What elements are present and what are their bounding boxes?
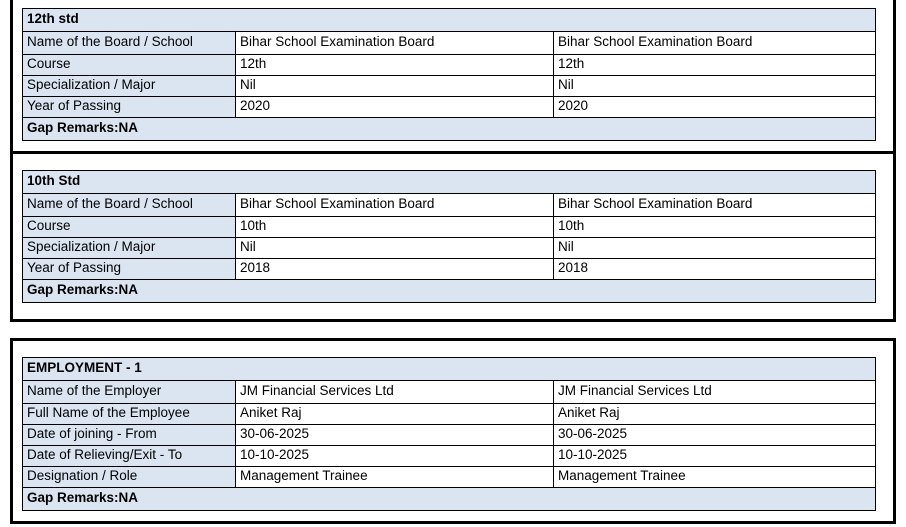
- table-row: Name of the Board / School Bihar School E…: [22, 193, 877, 217]
- gap-remarks: Gap Remarks:NA: [21, 486, 877, 511]
- field-value-1: 2018: [235, 257, 554, 280]
- field-value-2: 12th: [552, 54, 877, 76]
- employment-table: EMPLOYMENT - 1 Name of the Employer JM Fin…: [21, 357, 877, 511]
- section-title: EMPLOYMENT - 1: [21, 357, 877, 381]
- table-row: Course 12th 12th: [22, 54, 877, 76]
- field-label: Name of the Board / School: [22, 193, 236, 217]
- field-value-1: 12th: [235, 54, 554, 76]
- gap-remarks-row: Gap Remarks:NA: [21, 486, 877, 511]
- field-value-1: 10th: [235, 216, 554, 238]
- field-value-2: 2020: [552, 95, 877, 118]
- education-10th-table: 10th Std Name of the Board / School Bihar …: [21, 170, 877, 303]
- table-row: Full Name of the Employee Aniket Raj Anike…: [22, 403, 877, 425]
- field-value-1: Management Trainee: [235, 465, 554, 488]
- field-value-1: Bihar School Examination Board: [235, 31, 554, 55]
- field-value-2: Nil: [552, 74, 877, 97]
- education-12th-table: 12th std Name of the Board / School Bihar …: [21, 8, 877, 141]
- gap-remarks-row: Gap Remarks:NA: [21, 116, 877, 141]
- field-label: Specialization / Major: [22, 236, 236, 259]
- section-12th-std: 12th std Name of the Board / School Bihar …: [10, 0, 896, 154]
- table-row: Year of Passing 2018 2018: [22, 257, 877, 280]
- field-label: Course: [22, 54, 236, 76]
- table-row: Name of the Employer JM Financial Service…: [22, 380, 877, 404]
- field-label: Date of Relieving/Exit - To: [22, 444, 236, 467]
- field-label: Specialization / Major: [22, 74, 236, 97]
- field-value-2: Aniket Raj: [552, 403, 877, 425]
- table-row: Course 10th 10th: [22, 216, 877, 238]
- field-label: Designation / Role: [22, 465, 236, 488]
- field-value-2: Bihar School Examination Board: [552, 193, 877, 217]
- field-value-1: 10-10-2025: [235, 444, 554, 467]
- field-value-2: 10th: [552, 216, 877, 238]
- field-label: Full Name of the Employee: [22, 403, 236, 425]
- field-label: Course: [22, 216, 236, 238]
- field-label: Year of Passing: [22, 257, 236, 280]
- section-title-row: 10th Std: [21, 170, 877, 194]
- field-value-1: Nil: [235, 74, 554, 97]
- field-label: Name of the Board / School: [22, 31, 236, 55]
- table-row: Year of Passing 2020 2020: [22, 95, 877, 118]
- field-value-1: Nil: [235, 236, 554, 259]
- table-row: Name of the Board / School Bihar School E…: [22, 31, 877, 55]
- field-value-2: 2018: [552, 257, 877, 280]
- section-title: 12th std: [21, 8, 877, 32]
- section-10th-std: 10th Std Name of the Board / School Bihar …: [10, 151, 896, 322]
- field-value-1: 30-06-2025: [235, 423, 554, 446]
- field-label: Date of joining - From: [22, 423, 236, 446]
- table-row: Date of joining - From 30-06-2025 30-06-20…: [22, 423, 877, 446]
- field-label: Name of the Employer: [22, 380, 236, 404]
- field-value-2: Management Trainee: [552, 465, 877, 488]
- table-row: Date of Relieving/Exit - To 10-10-2025 10-…: [22, 444, 877, 467]
- field-value-1: Aniket Raj: [235, 403, 554, 425]
- field-value-1: 2020: [235, 95, 554, 118]
- table-row: Designation / Role Management Trainee Mana…: [22, 465, 877, 488]
- field-value-2: Bihar School Examination Board: [552, 31, 877, 55]
- gap-remarks-row: Gap Remarks:NA: [21, 278, 877, 303]
- field-value-2: JM Financial Services Ltd: [552, 380, 877, 404]
- gap-remarks: Gap Remarks:NA: [21, 278, 877, 303]
- section-title-row: 12th std: [21, 8, 877, 32]
- field-label: Year of Passing: [22, 95, 236, 118]
- field-value-1: JM Financial Services Ltd: [235, 380, 554, 404]
- table-row: Specialization / Major Nil Nil: [22, 74, 877, 97]
- section-title-row: EMPLOYMENT - 1: [21, 357, 877, 381]
- field-value-2: Nil: [552, 236, 877, 259]
- table-row: Specialization / Major Nil Nil: [22, 236, 877, 259]
- field-value-1: Bihar School Examination Board: [235, 193, 554, 217]
- section-title: 10th Std: [21, 170, 877, 194]
- gap-remarks: Gap Remarks:NA: [21, 116, 877, 141]
- field-value-2: 10-10-2025: [552, 444, 877, 467]
- field-value-2: 30-06-2025: [552, 423, 877, 446]
- section-employment-1: EMPLOYMENT - 1 Name of the Employer JM Fin…: [10, 338, 896, 524]
